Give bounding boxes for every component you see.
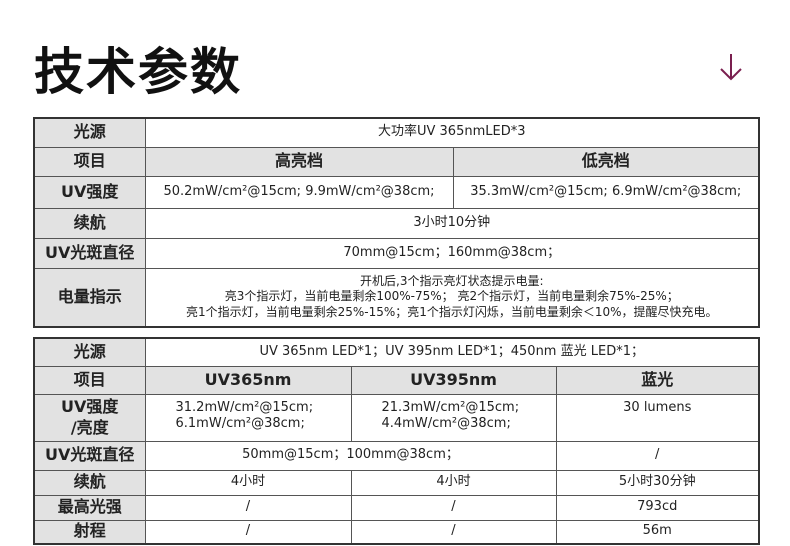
spec-table-1: 光源 大功率UV 365nmLED*3 项目 高亮档 低亮档 UV强度 50.2mW/c…: [33, 117, 760, 328]
uv-low-value: 35.3mW/cm²@15cm; 6.9mW/cm²@38cm;: [452, 175, 760, 209]
value-line: 21.3mW/cm²@15cm;: [381, 399, 520, 415]
max-intensity-blue: 793cd: [555, 494, 760, 521]
light-source-value: 大功率UV 365nmLED*3: [144, 117, 760, 148]
battery-line: 亮3个指示灯，当前电量剩余100%-75%； 亮2个指示灯，当前电量剩余75%-…: [224, 289, 679, 304]
label-line: UV强度: [61, 396, 119, 416]
item-label: 项目: [33, 365, 146, 395]
runtime-uv365: 4小时: [144, 469, 352, 496]
spot-label: UV光斑直径: [33, 440, 146, 471]
spot-label: UV光斑直径: [33, 237, 146, 269]
low-mode-header: 低亮档: [452, 146, 760, 177]
range-label: 射程: [33, 519, 146, 545]
uv-high-value: 50.2mW/cm²@15cm; 9.9mW/cm²@38cm;: [144, 175, 454, 209]
range-uv365: /: [144, 519, 352, 545]
value-line: 4.4mW/cm²@38cm;: [381, 416, 511, 432]
runtime-blue: 5小时30分钟: [555, 469, 760, 496]
runtime-value: 3小时10分钟: [144, 207, 760, 239]
label-line: /亮度: [70, 417, 109, 437]
battery-line: 亮1个指示灯，当前电量剩余25%-15%；亮1个指示灯闪烁，当前电量剩余＜10%…: [185, 305, 718, 320]
blue-brightness: 30 lumens: [555, 393, 760, 442]
spot-uv-value: 50mm@15cm；100mm@38cm；: [144, 440, 557, 471]
high-mode-header: 高亮档: [144, 146, 454, 177]
col-header-blue: 蓝光: [555, 365, 760, 395]
max-intensity-uv365: /: [144, 494, 352, 521]
light-source-label: 光源: [33, 337, 146, 367]
uv365-intensity: 31.2mW/cm²@15cm; 6.1mW/cm²@38cm;: [144, 393, 352, 442]
value-line: 6.1mW/cm²@38cm;: [175, 416, 305, 432]
max-intensity-uv395: /: [350, 494, 557, 521]
item-label: 项目: [33, 146, 146, 177]
page-title: 技术参数: [34, 43, 242, 101]
runtime-label: 续航: [33, 469, 146, 496]
runtime-label: 续航: [33, 207, 146, 239]
spot-blue-value: /: [555, 440, 760, 471]
spot-value: 70mm@15cm；160mm@38cm；: [144, 237, 760, 269]
runtime-uv395: 4小时: [350, 469, 557, 496]
col-header-uv395: UV395nm: [350, 365, 557, 395]
battery-line: 开机后,3个指示亮灯状态提示电量:: [360, 273, 544, 288]
max-intensity-label: 最高光强: [33, 494, 146, 521]
light-source-value: UV 365nm LED*1；UV 395nm LED*1；450nm 蓝光 L…: [144, 337, 760, 367]
battery-value: 开机后,3个指示亮灯状态提示电量: 亮3个指示灯，当前电量剩余100%-75%； …: [144, 267, 760, 328]
uv-intensity-label: UV强度/亮度: [33, 393, 146, 442]
battery-label: 电量指示: [33, 267, 146, 328]
uv-intensity-label: UV强度: [33, 175, 146, 209]
range-uv395: /: [350, 519, 557, 545]
value-line: 31.2mW/cm²@15cm;: [175, 399, 314, 415]
col-header-uv365: UV365nm: [144, 365, 352, 395]
uv395-intensity: 21.3mW/cm²@15cm; 4.4mW/cm²@38cm;: [350, 393, 557, 442]
arrow-down-icon[interactable]: [718, 52, 744, 82]
range-blue: 56m: [555, 519, 760, 545]
spec-table-2: 光源 UV 365nm LED*1；UV 395nm LED*1；450nm 蓝光…: [33, 337, 760, 545]
light-source-label: 光源: [33, 117, 146, 148]
